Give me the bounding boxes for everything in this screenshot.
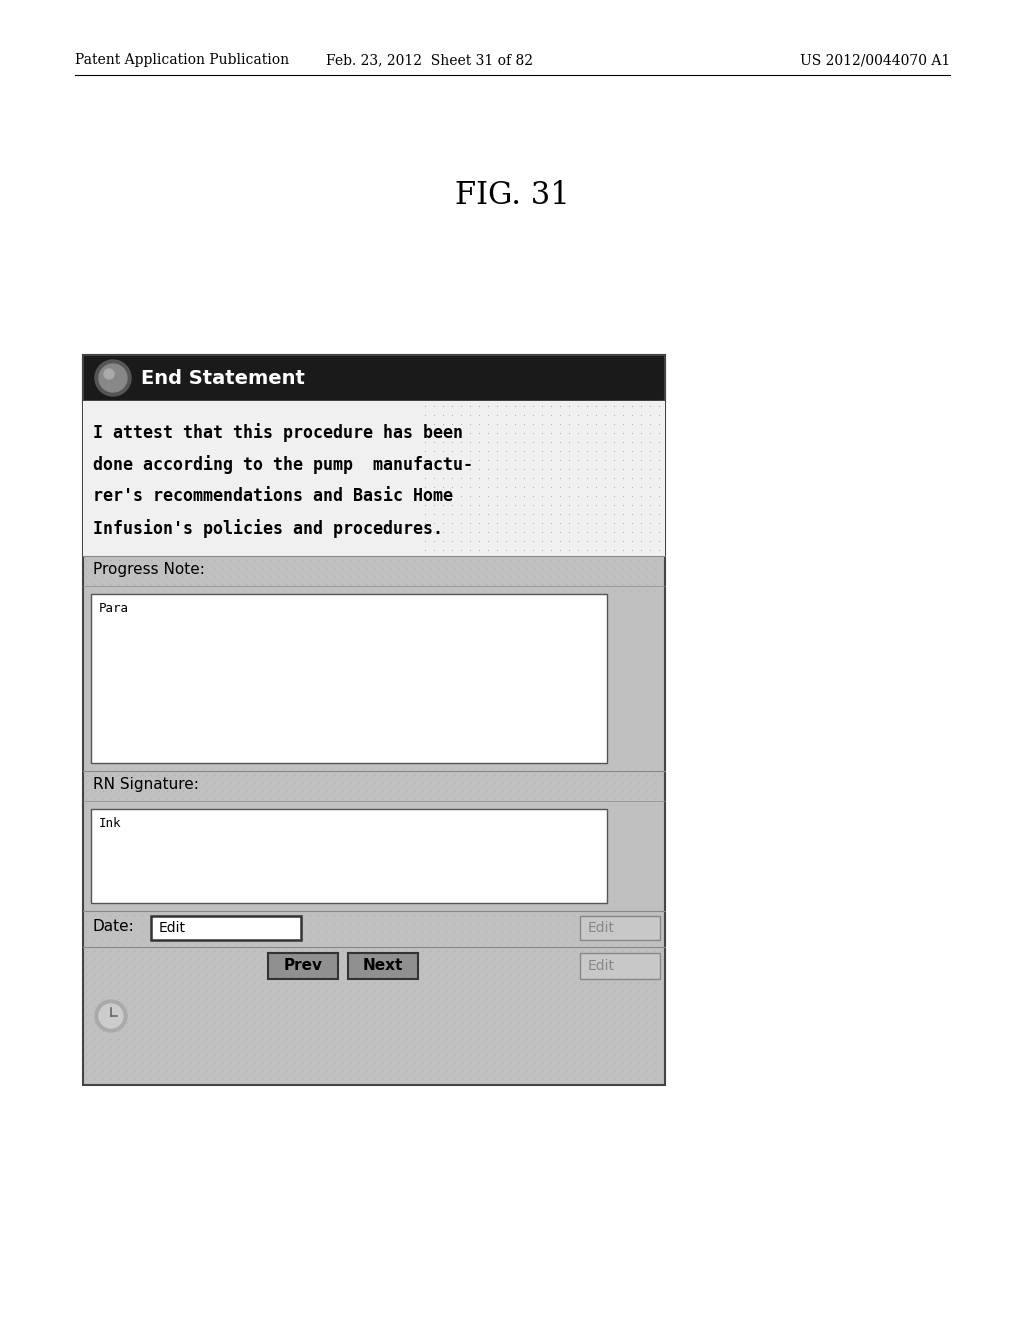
Text: Progress Note:: Progress Note: (93, 562, 205, 577)
Text: Feb. 23, 2012  Sheet 31 of 82: Feb. 23, 2012 Sheet 31 of 82 (327, 53, 534, 67)
Text: done according to the pump  manufactu-: done according to the pump manufactu- (93, 455, 473, 474)
Circle shape (99, 1005, 123, 1028)
Bar (83, 355, 665, 1085)
Circle shape (95, 1001, 127, 1032)
Text: FIG. 31: FIG. 31 (455, 180, 569, 210)
Text: Ink: Ink (99, 817, 122, 830)
Text: rer's recommendations and Basic Home: rer's recommendations and Basic Home (93, 487, 453, 506)
Circle shape (99, 364, 127, 392)
Text: End Statement: End Statement (141, 368, 305, 388)
Text: Date:: Date: (93, 919, 135, 935)
Text: I attest that this procedure has been: I attest that this procedure has been (93, 422, 463, 442)
Bar (151, 916, 301, 940)
Bar (268, 953, 338, 979)
Bar (91, 594, 607, 763)
Bar (580, 916, 660, 940)
Bar (83, 355, 665, 401)
Bar (348, 953, 418, 979)
Text: Edit: Edit (159, 921, 186, 935)
Text: RN Signature:: RN Signature: (93, 777, 199, 792)
Circle shape (95, 360, 131, 396)
Text: Infusion's policies and procedures.: Infusion's policies and procedures. (93, 519, 443, 539)
Text: Edit: Edit (588, 921, 615, 935)
Text: Para: Para (99, 602, 129, 615)
Circle shape (104, 370, 114, 379)
Text: US 2012/0044070 A1: US 2012/0044070 A1 (800, 53, 950, 67)
Text: Prev: Prev (284, 958, 323, 974)
Bar (91, 809, 607, 903)
Bar (83, 401, 665, 556)
Bar (580, 953, 660, 979)
Text: Next: Next (362, 958, 403, 974)
Text: Patent Application Publication: Patent Application Publication (75, 53, 289, 67)
Text: Edit: Edit (588, 960, 615, 973)
